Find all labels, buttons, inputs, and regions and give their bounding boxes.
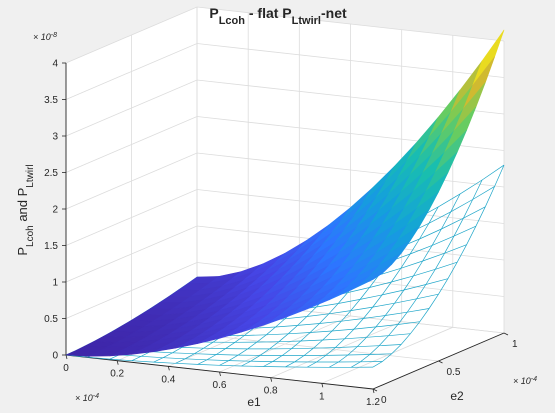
x-tick-mark: [167, 366, 170, 371]
y-axis-label: e2: [450, 389, 464, 403]
zlabel-mid: and P: [15, 188, 30, 226]
x-tick-mark: [372, 388, 375, 394]
y-tick-mark: [503, 332, 509, 336]
y-exponent-label: × 10-4: [513, 376, 537, 387]
title-suffix: -net: [321, 5, 347, 21]
z-tick-label: 1.5: [44, 241, 58, 252]
grid-line-z: [65, 6, 505, 64]
mesh-line: [372, 164, 505, 368]
x-tick-label: 0: [63, 363, 69, 374]
grid-line-z: [65, 79, 505, 137]
x-tick-label: 1.2: [366, 397, 380, 408]
z-tick-label: 3: [52, 132, 58, 143]
title-prefix-sub: Lcoh: [219, 15, 246, 27]
x-tick-mark: [219, 371, 221, 377]
title-middle: - flat P: [245, 5, 292, 21]
y-exponent-base: × 10: [513, 376, 531, 386]
mesh-line: [328, 193, 461, 368]
z-tick-label: 0.5: [44, 314, 58, 325]
z-tick-label: 3.5: [44, 95, 58, 106]
x-tick-mark: [270, 377, 273, 382]
zlabel-p1-sub: Lcoh: [25, 225, 36, 247]
mesh-line: [350, 179, 483, 368]
z-exponent-power: -8: [51, 32, 57, 39]
grid-line-z: [65, 262, 505, 319]
surface-patch: [350, 272, 383, 291]
title-middle-sub: Ltwirl: [292, 15, 321, 27]
y-tick-label: 0: [381, 395, 387, 406]
zlabel-p2-sub: Ltwirl: [25, 164, 36, 187]
x-exponent-label: × 10-4: [75, 393, 99, 404]
x-tick-label: 0.8: [264, 386, 278, 397]
z-tick-label: 2.5: [44, 168, 58, 179]
x-tick-label: 0.2: [110, 369, 124, 380]
z-tick-label: 4: [52, 59, 58, 70]
y-tick-label: 0.5: [447, 367, 461, 378]
y-tick-label: 1: [512, 339, 518, 350]
x-tick-mark: [321, 383, 324, 388]
x-exponent-base: × 10: [75, 393, 93, 403]
chart-title: PLcoh - flat PLtwirl-net: [209, 5, 347, 27]
x-tick-mark: [65, 354, 68, 360]
coh-surface-series: [65, 29, 505, 357]
x-tick-mark: [116, 360, 119, 365]
x-tick-label: 1: [319, 391, 325, 402]
z-exponent-label: × 10-8: [33, 32, 57, 43]
title-prefix: P: [209, 5, 218, 21]
z-axis-label: PLcoh and PLtwirl: [15, 164, 36, 255]
x-exponent-power: -4: [93, 393, 99, 400]
x-tick-label: 0.6: [213, 380, 227, 391]
z-tick-label: 1: [52, 278, 58, 289]
grid-line-z: [65, 116, 505, 173]
z-exponent-base: × 10: [33, 32, 51, 42]
y-exponent-power: -4: [531, 376, 537, 383]
grid-line-z: [65, 43, 505, 100]
x-axis-label: e1: [247, 395, 261, 409]
y-tick-mark: [372, 388, 378, 392]
zlabel-p1: P: [15, 247, 30, 256]
y-tick-mark: [438, 360, 443, 364]
z-tick-label: 2: [52, 205, 58, 216]
mesh-line: [307, 206, 439, 368]
x-tick-label: 0.4: [161, 374, 175, 385]
z-tick-label: 0: [52, 351, 58, 362]
